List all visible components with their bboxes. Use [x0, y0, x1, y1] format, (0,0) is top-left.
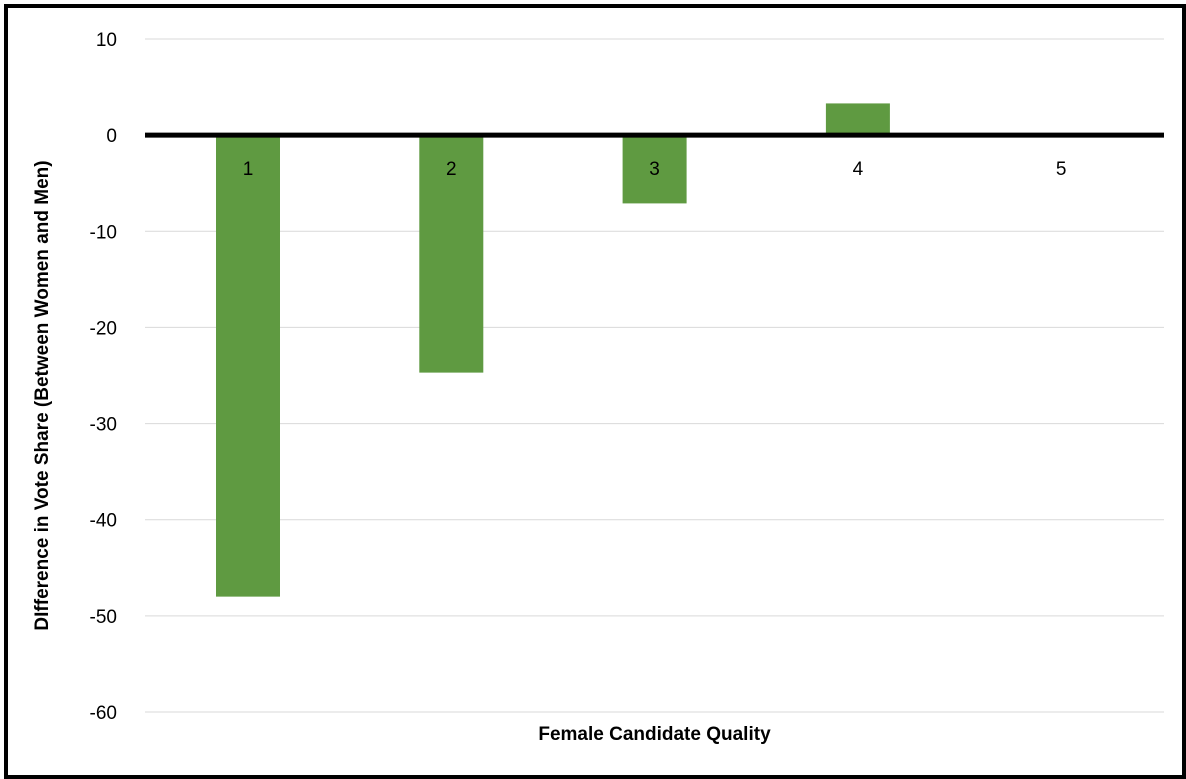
- bar-4: [825, 103, 890, 136]
- bar-2: [419, 135, 484, 373]
- y-tick-label: -60: [90, 703, 117, 724]
- y-tick-label: -20: [90, 318, 117, 339]
- y-tick-label: 0: [106, 126, 117, 147]
- y-tick-label: -10: [90, 222, 117, 243]
- bar-3: [622, 135, 687, 204]
- y-tick-labels: 10 0 -10 -20 -30 -40 -50 -60: [90, 30, 117, 724]
- category-label: 1: [243, 159, 254, 180]
- category-label: 2: [446, 159, 457, 180]
- y-axis-title: DIfference in Vote Share (Between Women …: [32, 160, 53, 630]
- y-tick-label: 10: [96, 30, 117, 51]
- y-tick-label: -30: [90, 415, 117, 436]
- x-axis-title: Female Candidate Quality: [538, 724, 771, 745]
- gridlines: [145, 38, 1164, 713]
- category-labels: 1 2 3 4 5: [243, 159, 1067, 180]
- category-label: 3: [649, 159, 660, 180]
- bar-chart: 10 0 -10 -20 -30 -40 -50 -60 1 2 3 4 5 Female Candi…: [32, 30, 1164, 745]
- category-label: 4: [853, 159, 864, 180]
- y-tick-label: -50: [90, 607, 117, 628]
- y-tick-label: -40: [90, 511, 117, 532]
- category-label: 5: [1056, 159, 1067, 180]
- bar-1: [216, 135, 280, 597]
- bars: [216, 103, 890, 597]
- chart-frame: 10 0 -10 -20 -30 -40 -50 -60 1 2 3 4 5 Female Candi…: [4, 4, 1186, 779]
